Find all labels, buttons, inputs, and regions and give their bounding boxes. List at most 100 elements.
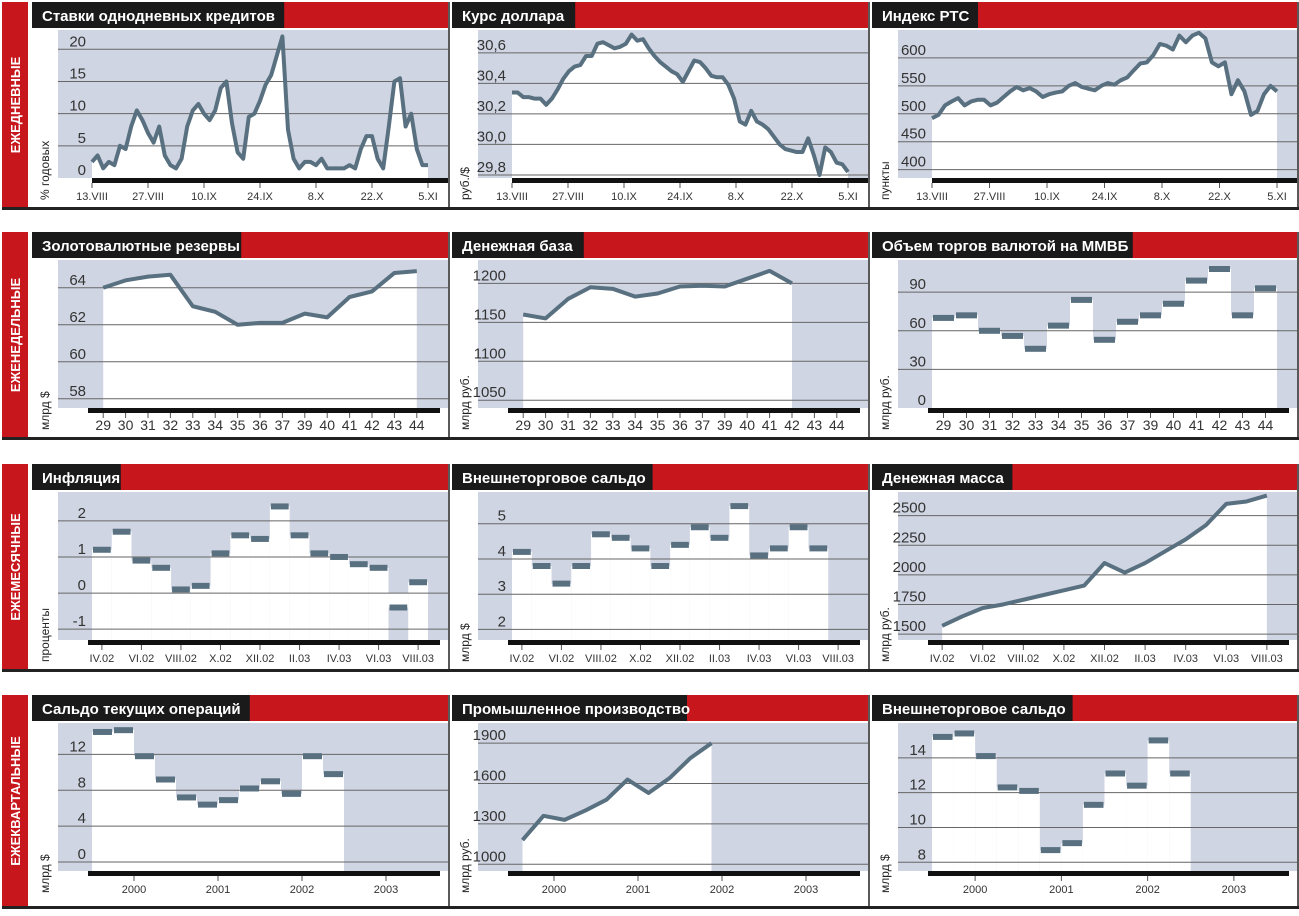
step-bar (251, 536, 269, 542)
x-tick-label: 42 (1212, 417, 1228, 433)
step-bar (282, 791, 301, 797)
x-tick-label: VI.02 (549, 653, 575, 665)
x-tick-label: 13.VIII (76, 191, 108, 203)
step-bar (976, 753, 996, 759)
bar-fill (749, 555, 769, 640)
step-bar (1170, 770, 1190, 776)
x-tick-label: 41 (1189, 417, 1205, 433)
step-bar (998, 784, 1018, 790)
y-tick-label: 1 (78, 541, 86, 558)
step-bar (1071, 297, 1092, 303)
step-bar (770, 545, 788, 551)
bar-fill (1024, 349, 1047, 408)
y-tick-label: 15 (69, 65, 86, 82)
step-bar (409, 579, 427, 585)
x-tick-label: VIII.02 (165, 653, 197, 665)
x-tick-label: 13.VIII (496, 191, 528, 203)
y-tick-label: 5 (78, 130, 86, 147)
x-tick-label: IV.03 (327, 653, 352, 665)
x-tick-label: VIII.02 (1007, 653, 1039, 665)
step-bar (632, 545, 650, 551)
x-tick-label: 34 (1051, 417, 1067, 433)
chart-title: Объем торгов валютой на ММВБ (882, 238, 1129, 255)
y-tick-label: 1000 (473, 848, 506, 865)
bar-fill (1116, 322, 1139, 408)
x-tick-label: 35 (1074, 417, 1090, 433)
x-axis-baseline (88, 640, 440, 645)
step-bar (1140, 312, 1161, 318)
x-tick-label: XII.02 (666, 653, 695, 665)
step-bar (291, 532, 309, 538)
y-tick-label: 2 (498, 613, 506, 630)
chart-title: Курс доллара (462, 8, 565, 25)
step-bar (809, 545, 827, 551)
x-tick-label: VI.03 (366, 653, 392, 665)
step-bar (533, 563, 551, 569)
y-tick-label: -1 (73, 613, 86, 630)
x-tick-label: VI.02 (129, 653, 155, 665)
x-tick-label: VI.02 (970, 653, 996, 665)
y-axis-label: млрд $ (878, 854, 892, 893)
bar-fill (230, 535, 250, 640)
x-tick-label: 31 (982, 417, 998, 433)
x-tick-label: 37 (275, 417, 291, 433)
bar-fill (1083, 805, 1105, 871)
x-tick-label: 33 (1028, 417, 1044, 433)
chart-title: Внешнеторговое сальдо (882, 701, 1066, 718)
step-bar (1002, 333, 1023, 339)
step-bar (592, 531, 610, 537)
bar-fill (955, 315, 978, 408)
y-tick-label: 30,4 (477, 67, 506, 84)
y-tick-label: 1750 (893, 588, 926, 605)
step-bar (324, 771, 343, 777)
step-bar (93, 547, 111, 553)
y-tick-label: 60 (69, 346, 86, 363)
x-tick-label: VIII.03 (822, 653, 854, 665)
x-axis-baseline (932, 178, 1297, 183)
y-tick-label: 0 (78, 577, 86, 594)
x-tick-label: 44 (1258, 417, 1274, 433)
step-bar (198, 802, 217, 808)
step-bar (1255, 285, 1276, 291)
step-bar (1232, 312, 1253, 318)
step-bar (553, 581, 571, 587)
bar-fill (1148, 740, 1170, 871)
bar-fill (408, 582, 428, 640)
step-bar (152, 565, 170, 571)
y-tick-label: 2000 (893, 559, 926, 576)
step-bar (271, 503, 289, 509)
bar-fill (1208, 269, 1231, 408)
bar-fill (954, 733, 976, 871)
x-tick-label: X.02 (1053, 653, 1076, 665)
bar-fill (997, 787, 1019, 871)
bar-fill (650, 566, 670, 640)
bar-fill (197, 805, 218, 871)
y-tick-label: 2500 (893, 500, 926, 517)
step-bar (750, 552, 768, 558)
step-bar (1209, 266, 1230, 272)
bar-fill (1185, 281, 1208, 408)
step-bar (177, 794, 196, 800)
y-axis-label: руб./$ (458, 167, 472, 200)
y-axis-label: млрд руб. (458, 375, 472, 430)
step-bar (231, 532, 249, 538)
y-axis-label: млрд руб. (458, 838, 472, 893)
x-axis-baseline (508, 640, 860, 645)
x-tick-label: 2003 (794, 884, 818, 896)
x-tick-label: IV.03 (1173, 653, 1198, 665)
x-tick-label: 27.VIII (552, 191, 584, 203)
x-tick-label: 35 (230, 417, 246, 433)
chart-title: Сальдо текущих операций (42, 701, 241, 718)
x-tick-label: 40 (739, 417, 755, 433)
bar-fill (1018, 791, 1040, 871)
y-tick-label: 12 (909, 777, 926, 794)
step-bar (1084, 802, 1104, 808)
x-tick-label: 2003 (374, 884, 398, 896)
bar-fill (1169, 773, 1191, 871)
bar-fill (1105, 773, 1127, 871)
